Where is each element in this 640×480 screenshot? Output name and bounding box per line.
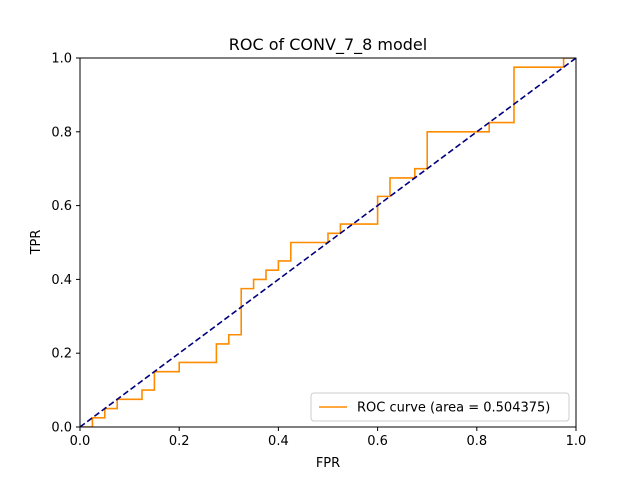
x-tick-label: 0.6 (367, 434, 388, 449)
x-tick-label: 0.8 (466, 434, 487, 449)
legend-box (310, 392, 570, 422)
y-axis-label: TPR (29, 230, 44, 256)
y-tick-label: 0.0 (51, 421, 72, 436)
x-axis-label: FPR (316, 456, 340, 471)
y-tick-label: 0.6 (51, 199, 72, 214)
roc-curve-line (80, 58, 576, 427)
legend: ROC curve (area = 0.504375) (310, 392, 570, 422)
chance-diagonal-line (80, 58, 576, 427)
axes: 0.0 0.2 0.4 0.6 0.8 1.0 0.0 0.2 0.4 0.6 0.8 1.0 (51, 52, 586, 450)
x-tick-label: 0.4 (268, 434, 289, 449)
x-tick-label: 0.0 (70, 434, 91, 449)
y-tick-label: 0.2 (51, 347, 72, 362)
y-tick-label: 0.4 (51, 273, 72, 288)
axes-frame (79, 57, 577, 428)
plot-area (80, 58, 576, 427)
x-tick-label: 1.0 (566, 434, 587, 449)
legend-label: ROC curve (area = 0.504375) (357, 401, 550, 416)
chart-title: ROC of CONV_7_8 model (229, 35, 427, 55)
x-tick-label: 0.2 (169, 434, 190, 449)
y-tick-label: 0.8 (51, 125, 72, 140)
y-tick-label: 1.0 (51, 52, 72, 67)
